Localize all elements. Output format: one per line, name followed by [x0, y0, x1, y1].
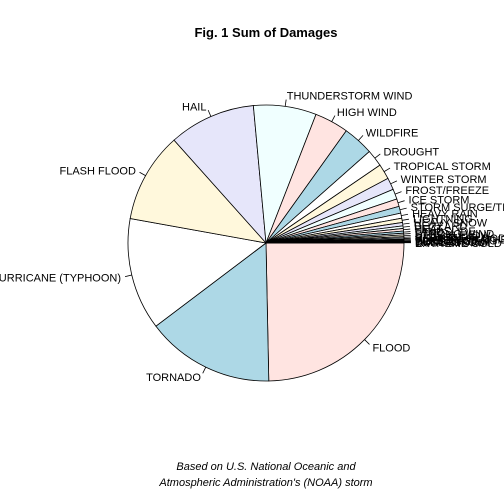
- leader-line: [401, 213, 409, 217]
- slice-label: FLOOD: [372, 342, 410, 354]
- leader-line: [390, 180, 398, 185]
- leader-line: [403, 225, 410, 228]
- slice-label: DUST STORM: [415, 237, 487, 249]
- slice-label: HEAVY RAIN: [412, 208, 478, 220]
- slice-label: HEAVY SNOW: [414, 218, 488, 230]
- pie-slice-flood: [265, 242, 405, 382]
- pie-leader-lines: [124, 99, 411, 374]
- slice-label: TROPICAL STORM: [394, 161, 491, 173]
- leader-line: [402, 218, 409, 221]
- leader-line: [139, 171, 146, 176]
- slice-label: ICE STORM: [409, 194, 470, 206]
- slice-label: HEAT: [414, 224, 443, 236]
- slice-label: HIGH WIND: [337, 107, 397, 119]
- leader-line: [374, 153, 381, 159]
- leader-line: [331, 115, 336, 122]
- slice-label: LIGHTNING: [413, 214, 473, 226]
- slice-label: FREEZING FOG: [415, 235, 498, 247]
- slice-label: FROST/FREEZE: [405, 185, 489, 197]
- leader-line: [402, 222, 410, 225]
- slice-label: HURRICANE (TYPHOON): [0, 273, 121, 285]
- leader-line: [202, 366, 207, 374]
- slice-label: DROUGHT: [384, 146, 440, 158]
- chart-title: Fig. 1 Sum of Damages: [194, 25, 337, 40]
- slice-label: COASTAL FLOOD: [415, 233, 504, 245]
- slice-label: HIGH SURF: [415, 232, 476, 244]
- slice-label: FLASH FLOOD: [60, 165, 136, 177]
- leader-line: [284, 99, 287, 107]
- slice-label: WINTER WEATHER: [415, 234, 504, 246]
- slice-label: DENSE FOG: [415, 236, 480, 248]
- slice-label: TORNADO: [146, 372, 201, 384]
- leader-line: [124, 274, 132, 278]
- pie-slices: [127, 104, 405, 382]
- caption-line-1: Based on U.S. National Oceanic and: [176, 461, 356, 473]
- leader-line: [364, 339, 370, 345]
- slice-label: THUNDERSTORM WIND: [287, 90, 413, 102]
- slice-label: BLIZZARD: [414, 221, 467, 233]
- leader-line: [358, 135, 364, 141]
- slice-label: WILDFIRE: [366, 127, 419, 139]
- leader-line: [394, 191, 402, 195]
- leader-line: [403, 231, 411, 233]
- slice-label: HAIL: [182, 101, 206, 113]
- slice-label: LANDSLIDE: [415, 226, 476, 238]
- slice-label: STRONG WIND: [415, 228, 494, 240]
- slice-label: DEBRIS FLOW: [415, 230, 491, 242]
- slice-label: WINTER STORM: [401, 174, 487, 186]
- pie-slice-labels: FLOOD TORNADO HURRICANE (TYPHOON) FLASH FLO…: [0, 90, 504, 384]
- leader-line: [383, 167, 391, 172]
- slice-label: EXTREME COLD: [415, 238, 502, 250]
- slice-label: WATERSPOUT: [415, 237, 492, 249]
- slice-label: STORM SURGE/TIDE: [411, 202, 504, 214]
- leader-line: [399, 207, 407, 211]
- caption-line-2: Atmospheric Administration's (NOAA) stor…: [158, 477, 372, 489]
- leader-line: [397, 200, 405, 204]
- leader-line: [207, 109, 212, 117]
- pie-slice-hail: [173, 105, 267, 245]
- leader-line: [403, 228, 411, 231]
